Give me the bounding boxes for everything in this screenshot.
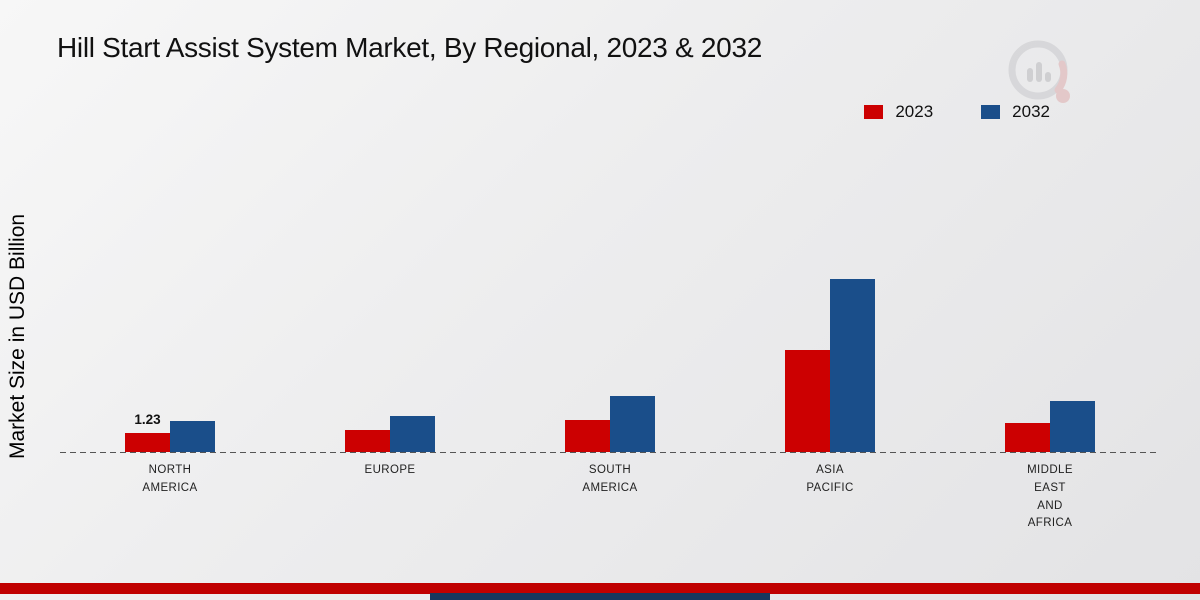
- category-label: EUROPE: [364, 464, 416, 476]
- legend-swatch-2032: [981, 105, 1001, 119]
- bar-2032-asia-pacific: [830, 279, 875, 452]
- legend-item-2023: 2023: [864, 102, 933, 122]
- watermark-logo-icon: [1008, 40, 1070, 103]
- bar-group: EUROPE: [280, 150, 500, 476]
- category-label: SOUTH AMERICA: [582, 464, 638, 494]
- value-label: 1.23: [134, 412, 161, 427]
- legend-item-2032: 2032: [981, 102, 1050, 122]
- legend-label-2023: 2023: [895, 102, 934, 121]
- x-axis-baseline: [60, 452, 1160, 453]
- bar-2023-middle-east-and-africa: [1005, 423, 1050, 452]
- bar-group: ASIA PACIFIC: [720, 150, 940, 494]
- legend-swatch-2023: [864, 105, 884, 119]
- category-label: ASIA PACIFIC: [806, 464, 854, 494]
- bar-2032-middle-east-and-africa: [1050, 401, 1095, 452]
- legend: 2023 2032: [864, 102, 1050, 122]
- bar-group: MIDDLE EAST AND AFRICA: [940, 150, 1160, 529]
- category-label: NORTH AMERICA: [142, 464, 198, 494]
- bar-2032-europe: [390, 416, 435, 452]
- bar-2032-south-america: [610, 396, 655, 452]
- plot-area: 1.23 NORTH AMERICA EUROPE SOUTH AMERICA ASIA PA…: [60, 150, 1160, 529]
- bar-group: SOUTH AMERICA: [500, 150, 720, 494]
- bar-group: 1.23 NORTH AMERICA: [60, 150, 280, 494]
- bar-2023-north-america: 1.23: [125, 412, 170, 452]
- footer-blue-band: [430, 593, 770, 600]
- bar-2032-north-america: [170, 421, 215, 452]
- bar-2023-europe: [345, 430, 390, 452]
- bar-2023-asia-pacific: [785, 350, 830, 452]
- footer-red-band: [0, 583, 1200, 594]
- bar-2023-south-america: [565, 420, 610, 452]
- chart-title: Hill Start Assist System Market, By Regi…: [57, 32, 762, 63]
- category-label: MIDDLE EAST AND AFRICA: [1027, 464, 1073, 530]
- y-axis-label: Market Size in USD Billion: [6, 213, 29, 459]
- legend-label-2032: 2032: [1012, 102, 1050, 121]
